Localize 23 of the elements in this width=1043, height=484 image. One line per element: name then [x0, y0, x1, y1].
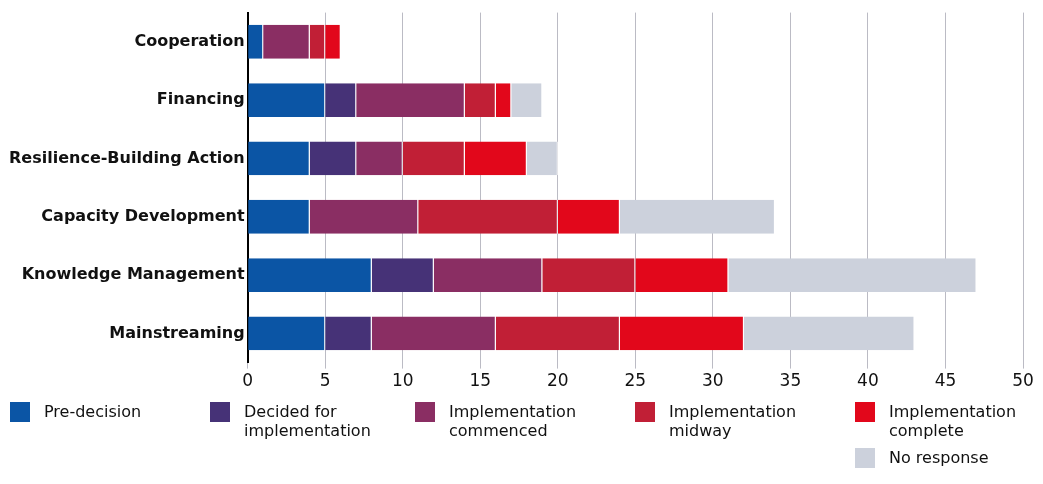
x-tick-label: 25 [624, 370, 647, 391]
legend-label: Decided for implementation [244, 402, 372, 440]
x-tick-label: 0 [242, 370, 254, 391]
y-tick-label: Knowledge Management [21, 264, 246, 284]
y-tick-label: Resilience-Building Action [9, 147, 245, 167]
y-tick-label: Financing [156, 89, 245, 109]
x-tick-label: 20 [546, 370, 569, 391]
legend-label: Implementation midway [669, 402, 798, 440]
x-tick-label: 15 [469, 370, 492, 391]
y-tick-label: Mainstreaming [109, 322, 245, 342]
legend-label: Implementation complete [889, 402, 1018, 440]
x-tick-label: 35 [779, 370, 802, 391]
x-tick-label: 45 [934, 370, 957, 391]
y-tick-label: Capacity Development [41, 205, 246, 225]
x-tick-label: 30 [702, 370, 724, 391]
legend-label: No response [889, 448, 989, 467]
legend-label: Implementation commenced [449, 402, 578, 440]
x-tick-label: 40 [857, 370, 879, 391]
x-tick-label: 10 [391, 370, 414, 391]
y-tick-label: Cooperation [134, 30, 245, 50]
legend-label: Pre-decision [44, 402, 142, 421]
x-tick-label: 5 [319, 370, 331, 391]
x-tick-label: 50 [1012, 370, 1034, 391]
